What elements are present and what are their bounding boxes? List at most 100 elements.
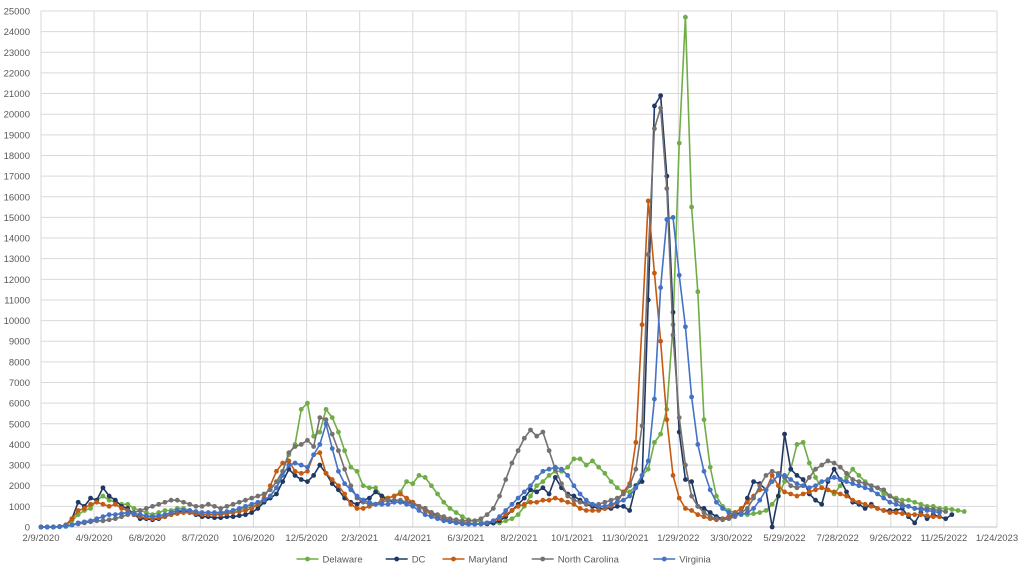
data-point — [769, 473, 775, 478]
data-point — [360, 506, 366, 511]
data-point — [305, 464, 310, 470]
data-point — [614, 499, 620, 505]
data-point — [751, 479, 756, 484]
data-point — [298, 470, 304, 476]
x-tick-label: 6/3/2021 — [447, 533, 484, 544]
data-point — [546, 473, 552, 478]
data-point — [794, 493, 800, 499]
data-point — [311, 473, 317, 478]
data-point — [565, 493, 571, 499]
data-point — [788, 483, 794, 489]
series-layer — [38, 14, 967, 530]
data-point — [912, 512, 918, 518]
data-point — [621, 503, 626, 509]
data-point — [199, 510, 205, 515]
data-point — [317, 450, 323, 456]
data-point — [422, 512, 428, 518]
data-point — [88, 495, 93, 501]
x-tick-label: 5/29/2022 — [763, 533, 805, 544]
data-point — [720, 506, 725, 511]
data-point — [782, 431, 787, 437]
data-point — [893, 497, 899, 503]
data-point — [670, 332, 676, 338]
data-point — [875, 485, 880, 491]
data-point — [769, 501, 775, 507]
data-point — [552, 475, 558, 480]
legend-swatch-marker — [661, 556, 667, 562]
data-point — [813, 497, 818, 503]
data-point — [744, 499, 750, 505]
data-point — [751, 511, 756, 516]
data-point — [689, 394, 695, 400]
data-point — [503, 477, 509, 482]
data-point — [744, 506, 750, 511]
data-point — [255, 493, 261, 499]
data-point — [906, 497, 911, 503]
data-point — [608, 479, 614, 484]
data-point — [546, 497, 552, 503]
x-tick-label: 2/9/2020 — [23, 533, 60, 544]
data-point — [503, 518, 509, 524]
data-point — [323, 417, 329, 423]
y-tick-label: 3000 — [9, 461, 30, 472]
data-point — [354, 493, 360, 499]
data-point — [627, 493, 633, 499]
data-point — [633, 485, 639, 491]
data-point — [590, 501, 595, 507]
x-tick-label: 10/1/2021 — [551, 533, 593, 544]
data-point — [236, 506, 242, 511]
legend-swatch-marker — [540, 556, 546, 562]
data-point — [689, 479, 695, 484]
data-point — [912, 499, 918, 505]
y-tick-label: 20000 — [4, 110, 30, 121]
data-point — [75, 512, 81, 518]
data-point — [255, 506, 261, 511]
data-point — [112, 501, 118, 507]
data-point — [540, 497, 546, 503]
data-point — [218, 506, 224, 511]
data-point — [608, 497, 614, 503]
data-point — [69, 516, 75, 522]
data-point — [658, 93, 664, 99]
data-point — [497, 493, 502, 499]
data-point — [528, 483, 533, 489]
data-point — [701, 506, 707, 511]
data-point — [212, 503, 217, 509]
data-point — [645, 466, 651, 472]
data-point — [602, 499, 608, 505]
data-point — [255, 499, 261, 505]
data-point — [683, 14, 688, 20]
data-point — [422, 475, 428, 480]
data-point — [806, 460, 812, 466]
data-point — [937, 510, 942, 515]
data-point — [856, 499, 862, 505]
data-point — [236, 513, 242, 519]
data-point — [769, 468, 775, 474]
data-point — [230, 514, 236, 520]
data-point — [813, 475, 818, 480]
data-point — [652, 270, 657, 276]
data-point — [546, 466, 552, 472]
data-point — [354, 501, 360, 507]
data-point — [862, 485, 868, 491]
data-point — [825, 487, 831, 493]
data-point — [608, 501, 614, 507]
data-point — [819, 485, 825, 491]
data-point — [689, 493, 695, 499]
y-tick-label: 22000 — [4, 68, 30, 79]
data-point — [961, 509, 967, 514]
data-point — [602, 503, 608, 509]
data-point — [782, 473, 787, 478]
data-point — [552, 495, 558, 501]
data-point — [329, 477, 335, 482]
data-point — [689, 204, 695, 210]
data-point — [292, 473, 298, 478]
data-point — [317, 415, 323, 421]
data-point — [875, 506, 880, 511]
data-point — [385, 501, 391, 507]
data-point — [360, 483, 366, 489]
data-point — [559, 481, 564, 487]
data-point — [416, 503, 422, 509]
data-point — [509, 516, 515, 522]
data-point — [868, 483, 874, 489]
